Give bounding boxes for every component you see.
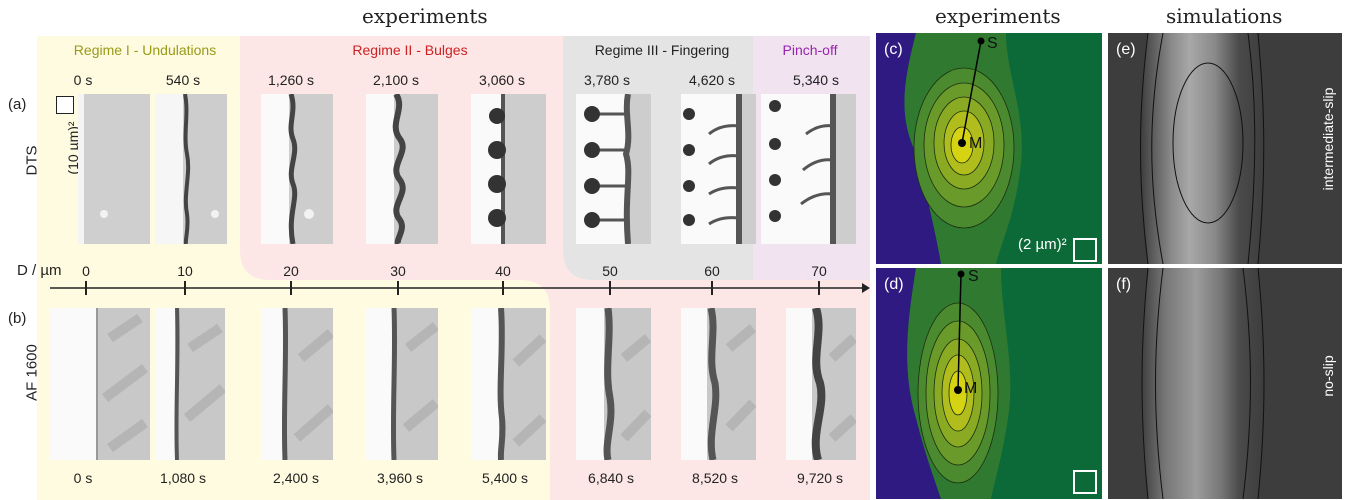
panel-d: (d) S M [876,268,1102,499]
axis-tick-label-3: 30 [390,263,406,279]
image-b-2 [261,308,333,460]
panel-c-contour-map [876,33,1102,264]
time-a-1: 540 s [165,72,201,88]
panel-c-scale-label: (2 µm)² [1018,236,1067,253]
image-a-3 [366,94,438,244]
distance-axis [50,283,870,293]
time-b-7: 9,720 s [797,470,843,486]
axis-tick-label-1: 10 [177,263,193,279]
row-a-substrate: DTS [23,145,41,176]
panel-e-label: (e) [1116,41,1136,58]
image-a-4 [471,94,546,244]
axis-tick-1 [184,281,186,295]
panel-c-point-m: M [969,135,983,152]
regime-4-title: Pinch-off [782,42,838,58]
header-experiments-left: experiments [362,4,488,28]
image-a-5 [576,94,651,244]
header-experiments-right: experiments [935,4,1061,28]
image-b-6 [681,308,756,460]
time-b-0: 0 s [73,470,93,486]
header-simulations: simulations [1166,4,1283,28]
time-a-6: 4,620 s [689,72,735,88]
panel-c-label: (c) [884,41,903,58]
axis-tick-label-6: 60 [704,263,720,279]
axis-tick-label-7: 70 [811,263,827,279]
axis-label: D / µm [17,262,62,279]
panel-f-condition: no-slip [1320,355,1336,397]
time-a-4: 3,060 s [479,72,525,88]
panel-d-label: (d) [884,276,904,293]
time-a-3: 2,100 s [373,72,419,88]
time-b-3: 3,960 s [377,470,423,486]
panel-d-point-m: M [964,380,978,397]
panel-f-label: (f) [1116,276,1132,293]
axis-tick-3 [397,281,399,295]
axis-tick-label-5: 50 [602,263,618,279]
image-b-0 [50,308,150,460]
panel-f: (f) no-slip [1108,268,1342,499]
time-b-5: 6,840 s [588,470,634,486]
axis-tick-label-2: 20 [283,263,299,279]
image-a-2 [261,94,333,244]
time-a-7: 5,340 s [793,72,839,88]
image-a-1 [155,94,227,244]
axis-tick-5 [609,281,611,295]
time-b-6: 8,520 s [692,470,738,486]
time-b-1: 1,080 s [160,470,206,486]
scale-square-a [56,96,74,114]
panel-d-point-s: S [968,268,979,285]
axis-tick-label-4: 40 [495,263,511,279]
time-b-2: 2,400 s [273,470,319,486]
image-a-0 [78,94,150,244]
row-b-substrate: AF 1600 [23,344,41,401]
panel-e: (e) intermediate-slip [1108,33,1342,264]
axis-tick-label-0: 0 [82,263,90,279]
panel-c-point-s: S [987,35,998,52]
time-a-0: 0 s [73,72,93,88]
regime-1-title: Regime I - Undulations [73,42,217,58]
regime-2-title: Regime II - Bulges [352,42,468,58]
panel-d-contour-map [876,268,1102,499]
image-b-3 [366,308,438,460]
axis-tick-4 [502,281,504,295]
image-b-7 [786,308,856,460]
regime-3-title: Regime III - Fingering [594,42,730,58]
panel-c: (c) S M (2 µm)² [876,33,1102,264]
image-b-4 [471,308,546,460]
panel-e-simulation [1140,33,1265,264]
axis-tick-2 [290,281,292,295]
time-a-2: 1,260 s [268,72,314,88]
panel-f-simulation [1140,268,1265,499]
time-a-5: 3,780 s [584,72,630,88]
row-b-label: (b) [8,310,27,327]
panel-e-condition: intermediate-slip [1320,87,1336,191]
image-a-6 [681,94,756,244]
axis-tick-0 [85,281,87,295]
image-b-5 [576,308,651,460]
axis-tick-6 [711,281,713,295]
time-b-4: 5,400 s [482,470,528,486]
axis-tick-7 [818,281,820,295]
image-a-7 [761,94,856,244]
image-b-1 [155,308,225,460]
row-a-label: (a) [8,96,27,113]
